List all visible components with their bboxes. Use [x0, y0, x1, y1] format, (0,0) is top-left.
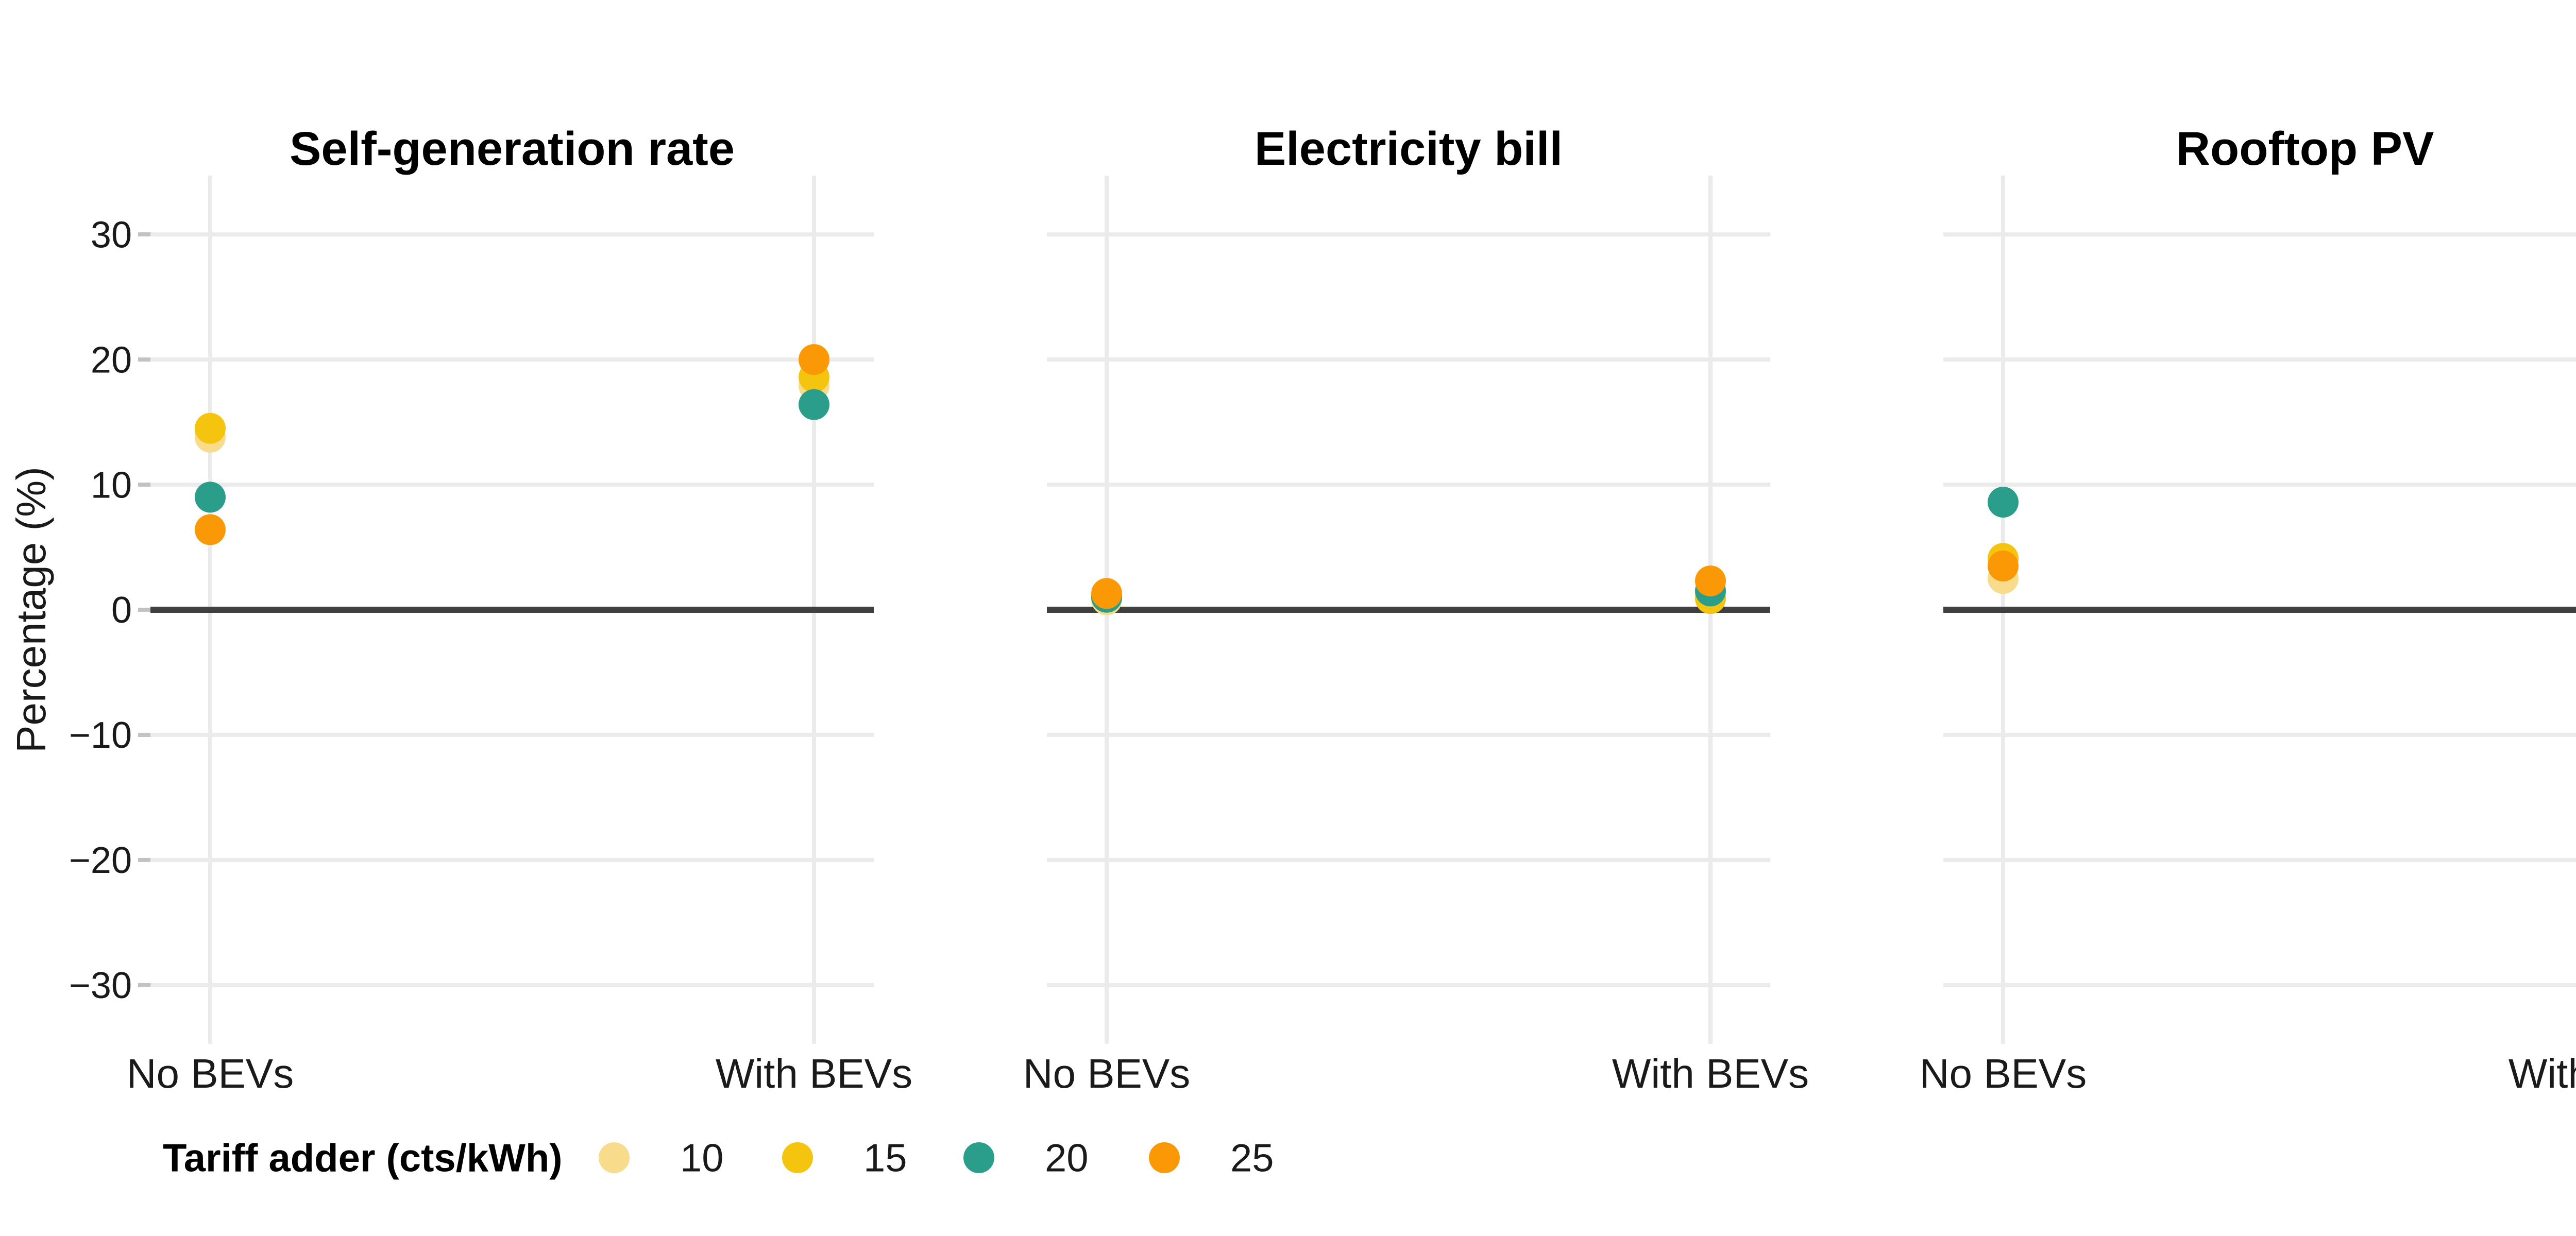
facet-title: Rooftop PV — [2176, 123, 2434, 175]
facet-title: Self-generation rate — [290, 123, 735, 175]
x-axis-label: With BEVs — [1612, 1051, 1809, 1096]
y-tick-label: −30 — [69, 965, 132, 1006]
data-point-25-with-bevs — [1695, 565, 1726, 597]
legend-swatch-20 — [963, 1142, 994, 1173]
x-axis-label: With BEVs — [2509, 1051, 2576, 1096]
x-axis-label: No BEVs — [127, 1051, 294, 1096]
data-point-25-no-bevs — [195, 514, 226, 545]
data-point-20-no-bevs — [195, 482, 226, 513]
legend-label: 25 — [1230, 1137, 1274, 1180]
y-axis-title: Percentage (%) — [8, 467, 54, 753]
legend-label: 15 — [863, 1137, 907, 1180]
legend-label: 10 — [680, 1137, 724, 1180]
y-tick-label: 0 — [111, 590, 132, 631]
y-tick-label: 30 — [91, 214, 132, 255]
legend-swatch-25 — [1149, 1142, 1180, 1173]
legend-label: 20 — [1045, 1137, 1089, 1180]
y-tick-label: −20 — [69, 840, 132, 881]
x-axis-label: With BEVs — [716, 1051, 912, 1096]
data-point-25-no-bevs — [1091, 578, 1122, 609]
y-tick-label: 20 — [91, 339, 132, 381]
x-axis-label: No BEVs — [1920, 1051, 2087, 1096]
legend-swatch-15 — [782, 1142, 813, 1173]
data-point-20-no-bevs — [1988, 487, 2019, 518]
x-axis-label: No BEVs — [1023, 1051, 1191, 1096]
data-point-25-with-bevs — [799, 344, 829, 375]
legend-swatch-10 — [599, 1142, 630, 1173]
legend-title: Tariff adder (cts/kWh) — [163, 1137, 563, 1180]
data-point-20-with-bevs — [799, 389, 829, 420]
data-point-25-no-bevs — [1988, 550, 2019, 581]
data-point-15-no-bevs — [195, 413, 226, 444]
y-tick-label: 10 — [91, 465, 132, 506]
y-tick-label: −10 — [69, 715, 132, 756]
facet-title: Electricity bill — [1255, 123, 1563, 175]
